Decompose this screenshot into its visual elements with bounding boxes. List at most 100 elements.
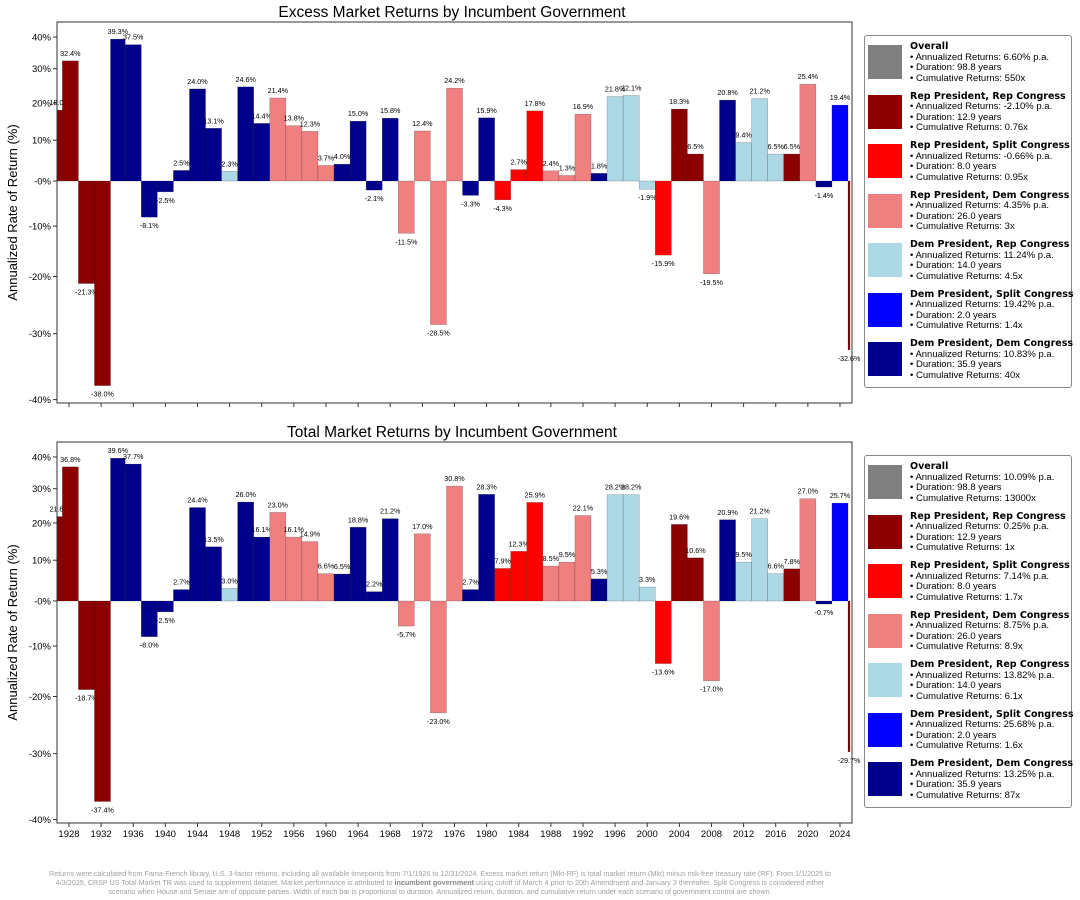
bar — [815, 180, 833, 188]
bar — [510, 169, 528, 182]
bar — [333, 163, 351, 182]
x-tick-label: 1936 — [123, 829, 144, 840]
legend: Overall • Annualized Returns: 6.60% p.a. •… — [864, 35, 1074, 388]
bar — [638, 586, 656, 602]
bar — [205, 128, 222, 182]
bar — [719, 99, 736, 182]
bar — [703, 180, 720, 275]
x-tick-label: 1948 — [219, 829, 240, 840]
bar — [574, 515, 592, 602]
bar — [751, 98, 768, 182]
legend-item: Rep President, Split Congress • Annualize… — [868, 560, 1070, 607]
bar-value-label: -1.9% — [638, 193, 657, 202]
legend-swatch — [868, 45, 902, 79]
bar — [735, 561, 752, 602]
bar — [671, 524, 688, 602]
bar-value-label: 18.3% — [669, 97, 690, 106]
bar-value-label: -28.5% — [427, 329, 450, 338]
bar-value-label: -2.5% — [156, 196, 175, 205]
bar-value-label: 6.6% — [318, 562, 335, 571]
bar-value-label: 22.1% — [573, 504, 594, 513]
legend-stat: • Duration: 14.0 years — [910, 260, 1002, 271]
bar-value-label: 16.9% — [573, 102, 594, 111]
bar — [606, 494, 624, 602]
bar — [141, 180, 158, 218]
plot-frame — [56, 21, 853, 404]
bar — [687, 153, 704, 182]
bar-value-label: 28.2% — [605, 483, 626, 492]
bar-value-label: 2.5% — [173, 158, 190, 167]
bar — [157, 180, 174, 193]
legend-stat: • Duration: 8.0 years — [910, 161, 997, 172]
bar — [606, 96, 624, 182]
legend-stat: • Duration: 12.9 years — [910, 111, 1002, 123]
bar — [783, 568, 801, 602]
bar-value-label: 3.3% — [639, 575, 656, 584]
bar-value-label: 1.8% — [591, 161, 608, 170]
bar — [78, 600, 95, 690]
bar-value-label: -0.7% — [815, 608, 834, 617]
plot-frame — [56, 441, 853, 824]
bar-value-label: 6.5% — [768, 142, 785, 151]
x-tick-label: 1944 — [187, 829, 208, 840]
bar-value-label: 6.5% — [334, 562, 351, 571]
bar-value-label: 5.3% — [591, 567, 608, 576]
legend-stat: • Annualized Returns: 11.24% p.a. — [910, 249, 1054, 261]
y-tick-label: -20% — [29, 272, 52, 283]
bar — [655, 180, 672, 256]
bar-value-label: 16.1% — [252, 525, 273, 534]
x-tick-label: 1980 — [476, 829, 497, 840]
bar — [462, 589, 479, 602]
bar-value-label: 6.5% — [784, 142, 801, 151]
legend-text: Rep President, Dem Congress • Annualized … — [910, 610, 1069, 653]
bar-value-label: 23.0% — [268, 500, 289, 509]
bar-value-label: -23.0% — [427, 717, 450, 726]
bar-value-label: -2.5% — [156, 616, 175, 625]
bar-value-label: 17.8% — [525, 99, 546, 108]
legend-swatch — [868, 663, 902, 697]
x-tick-label: 2024 — [829, 829, 850, 840]
bar-value-label: 21.8% — [605, 85, 626, 94]
bar — [269, 97, 287, 182]
bar-value-label: 27.0% — [798, 487, 819, 496]
bar-value-label: -21.3% — [75, 288, 98, 297]
legend-item: Dem President, Dem Congress • Annualized … — [868, 338, 1073, 385]
bar — [703, 600, 720, 681]
footnote-bold-text: incumbent government — [394, 878, 474, 887]
bar-value-label: -38.0% — [91, 390, 114, 399]
legend-text: Rep President, Rep Congress • Annualized … — [910, 510, 1066, 554]
bar-value-label: 7.9% — [494, 556, 511, 565]
legend-text: Rep President, Split Congress • Annualize… — [910, 560, 1070, 603]
legend-title: Rep President, Rep Congress — [910, 510, 1066, 522]
legend-stat: • Cumulative Returns: 550x — [910, 72, 1026, 84]
y-tick-label: 30% — [32, 64, 52, 75]
legend-stat: • Annualized Returns: 10.83% p.a. — [910, 348, 1055, 360]
bar-value-label: 8.5% — [543, 554, 560, 563]
x-tick-label: 1984 — [508, 829, 529, 840]
x-tick-label: 1928 — [58, 829, 79, 840]
bar — [735, 142, 752, 182]
bar-value-label: -29.7% — [838, 756, 861, 765]
y-tick-label: -30% — [29, 329, 52, 340]
y-tick-label: 40% — [32, 32, 52, 43]
y-tick-label: -0% — [34, 597, 51, 608]
bar — [189, 507, 206, 602]
legend-item: Rep President, Dem Congress • Annualized … — [868, 190, 1069, 237]
legend-stat: • Cumulative Returns: 1x — [910, 542, 1015, 553]
legend-stat: • Annualized Returns: 0.25% p.a. — [910, 521, 1050, 532]
legend-stat: • Annualized Returns: 13.82% p.a. — [910, 669, 1055, 681]
bar-value-label: 19.6% — [669, 512, 690, 521]
bar — [398, 600, 415, 627]
bar-value-label: 9.5% — [559, 550, 576, 559]
y-tick-label: -40% — [29, 395, 52, 406]
bar — [558, 561, 576, 602]
bar-value-label: 28.2% — [621, 483, 642, 492]
legend-item: Rep President, Split Congress • Annualize… — [868, 140, 1070, 187]
y-tick-label: -20% — [29, 692, 52, 703]
legend: Overall • Annualized Returns: 10.09% p.a.… — [864, 455, 1074, 808]
bar — [494, 180, 511, 201]
x-tick-label: 1964 — [348, 829, 369, 840]
bar-value-label: 2.3% — [221, 159, 238, 168]
legend-swatch — [868, 292, 902, 327]
bar-value-label: -2.1% — [365, 194, 384, 203]
